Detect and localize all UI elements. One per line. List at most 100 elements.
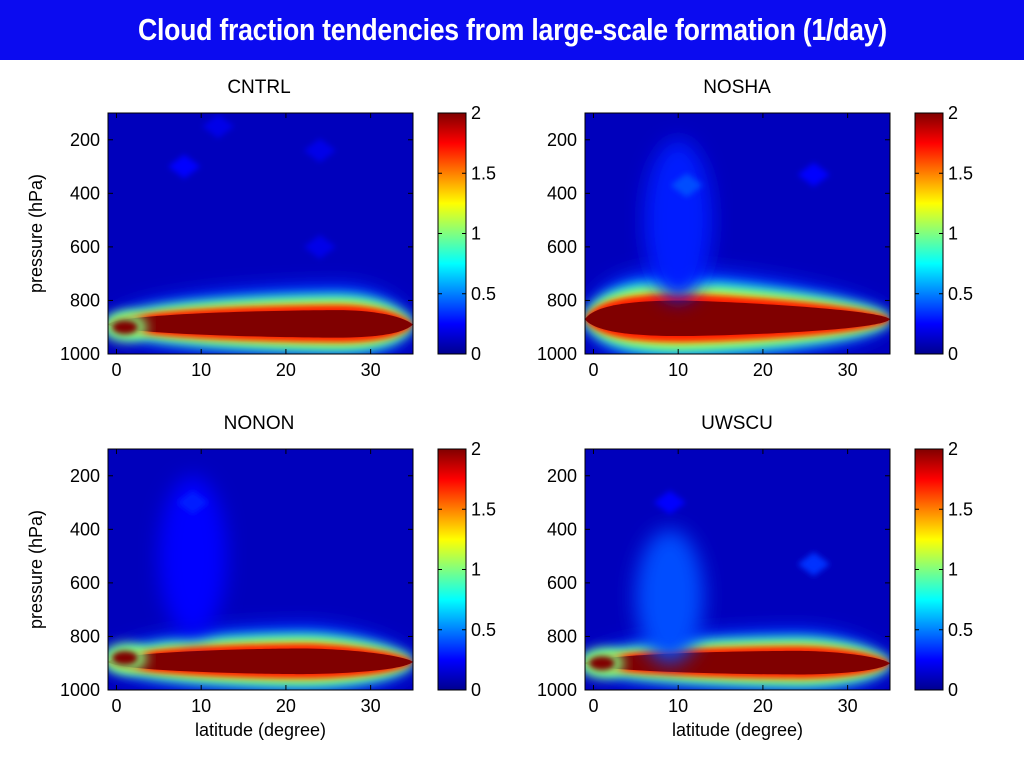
panel-title: NOSHA [703, 77, 771, 98]
cloud-blob [111, 650, 138, 665]
chart-panel-nosha: NOSHA 0 10 20 30 200 400 600 800 1000 0 0.5 1 1.5 2 [537, 77, 973, 380]
colorbar-tick-label: 1.5 [948, 163, 973, 183]
page-title: Cloud fraction tendencies from large-sca… [137, 12, 887, 47]
cloud-plume [635, 529, 704, 664]
heatmap-field [108, 114, 413, 354]
cloud-band-layer [585, 300, 890, 337]
colorbar-tick-label: 0.5 [948, 284, 973, 304]
cloud-blob [111, 320, 138, 335]
cloud-blob [303, 234, 336, 259]
colorbar-tick-label: 2 [471, 103, 481, 123]
colorbar-tick-label: 1.5 [471, 163, 496, 183]
y-tick-label: 600 [70, 237, 100, 257]
y-tick-label: 800 [70, 290, 100, 310]
colorbar-tick-label: 1 [471, 224, 481, 244]
y-tick-label: 1000 [537, 680, 577, 700]
colorbar-tick-label: 0 [948, 680, 958, 700]
colorbar-tick-label: 0.5 [471, 284, 496, 304]
x-tick-label: 10 [191, 696, 211, 716]
panel-title: UWSCU [701, 413, 773, 434]
y-tick-label: 800 [70, 626, 100, 646]
panel-title: CNTRL [227, 77, 290, 98]
x-tick-label: 30 [838, 360, 858, 380]
y-tick-label: 600 [547, 573, 577, 593]
y-tick-label: 600 [70, 573, 100, 593]
cloud-blob [653, 490, 686, 515]
colorbar-tick-label: 2 [471, 439, 481, 459]
colorbar [437, 112, 467, 355]
cloud-blob [303, 138, 336, 163]
plot-frame [584, 112, 891, 355]
x-tick-label: 10 [191, 360, 211, 380]
heatmap-field [585, 139, 890, 354]
cloud-blob [670, 173, 703, 198]
y-tick-label: 800 [547, 626, 577, 646]
heatmap-field [108, 475, 413, 690]
colorbar-tick-label: 2 [948, 103, 958, 123]
x-tick-label: 0 [111, 696, 121, 716]
y-tick-label: 600 [547, 237, 577, 257]
plot-frame [107, 448, 414, 691]
colorbar [437, 448, 467, 691]
cloud-band-layer [108, 310, 413, 338]
y-tick-label: 400 [70, 183, 100, 203]
y-tick-label: 400 [547, 519, 577, 539]
y-tick-label: 1000 [60, 680, 100, 700]
colorbar-tick-label: 1.5 [948, 499, 973, 519]
x-tick-label: 0 [588, 360, 598, 380]
title-banner: Cloud fraction tendencies from large-sca… [0, 0, 1024, 60]
cloud-blob [588, 656, 615, 671]
x-tick-label: 10 [668, 360, 688, 380]
cloud-band-layer [108, 648, 413, 675]
y-tick-label: 200 [547, 466, 577, 486]
x-axis-label: latitude (degree) [195, 720, 326, 740]
colorbar-tick-label: 0.5 [948, 620, 973, 640]
colorbar-tick-label: 1 [471, 560, 481, 580]
y-axis-label: pressure (hPa) [26, 174, 46, 293]
cloud-blob [168, 154, 201, 179]
y-tick-label: 200 [70, 466, 100, 486]
x-tick-label: 20 [753, 360, 773, 380]
y-tick-label: 1000 [60, 344, 100, 364]
colorbar-tick-label: 0.5 [471, 620, 496, 640]
x-tick-label: 20 [753, 696, 773, 716]
colorbar-tick-label: 1 [948, 224, 958, 244]
colorbar-tick-label: 0 [471, 344, 481, 364]
cloud-blob [202, 114, 235, 139]
x-tick-label: 30 [361, 360, 381, 380]
x-tick-label: 0 [111, 360, 121, 380]
plot-frame [107, 112, 414, 355]
y-tick-label: 800 [547, 290, 577, 310]
x-tick-label: 0 [588, 696, 598, 716]
colorbar-tick-label: 2 [948, 439, 958, 459]
colorbar-tick-label: 1 [948, 560, 958, 580]
y-tick-label: 400 [70, 519, 100, 539]
y-tick-label: 200 [547, 130, 577, 150]
x-tick-label: 30 [361, 696, 381, 716]
plot-frame [584, 448, 891, 691]
y-axis-label: pressure (hPa) [26, 510, 46, 629]
cloud-blob [797, 162, 830, 187]
x-axis-label: latitude (degree) [672, 720, 803, 740]
colorbar [914, 448, 944, 691]
x-tick-label: 20 [276, 696, 296, 716]
heatmap-field [585, 490, 890, 690]
y-tick-label: 200 [70, 130, 100, 150]
colorbar [914, 112, 944, 355]
colorbar-tick-label: 0 [948, 344, 958, 364]
x-tick-label: 10 [668, 696, 688, 716]
colorbar-tick-label: 0 [471, 680, 481, 700]
x-tick-label: 30 [838, 696, 858, 716]
cloud-blob [797, 552, 830, 577]
colorbar-tick-label: 1.5 [471, 499, 496, 519]
y-tick-label: 1000 [537, 344, 577, 364]
x-tick-label: 20 [276, 360, 296, 380]
panel-title: NONON [224, 413, 295, 434]
cloud-blob [176, 490, 209, 515]
y-tick-label: 400 [547, 183, 577, 203]
cloud-plume [158, 475, 227, 637]
